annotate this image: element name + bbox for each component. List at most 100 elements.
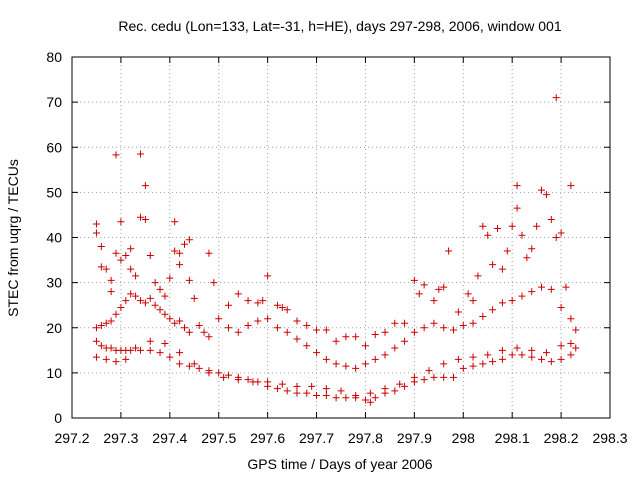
data-point — [92, 229, 100, 237]
data-point — [156, 306, 164, 314]
data-point — [117, 218, 125, 226]
data-point — [151, 301, 159, 309]
data-point — [293, 335, 301, 343]
data-point — [435, 285, 443, 293]
data-point — [474, 272, 482, 280]
data-point — [225, 324, 233, 332]
data-point — [176, 261, 184, 269]
data-point — [215, 369, 223, 377]
data-point — [410, 276, 418, 284]
data-point — [401, 337, 409, 345]
data-point — [195, 321, 203, 329]
data-point — [308, 382, 316, 390]
data-point — [151, 279, 159, 287]
data-point — [498, 346, 506, 354]
data-point — [332, 337, 340, 345]
data-point — [518, 292, 526, 300]
y-tick-label: 50 — [46, 184, 62, 200]
data-point — [538, 283, 546, 291]
data-point — [156, 285, 164, 293]
data-point — [538, 186, 546, 194]
y-tick-label: 70 — [46, 94, 62, 110]
data-point — [396, 380, 404, 388]
data-point — [254, 317, 262, 325]
data-point — [141, 182, 149, 190]
data-point — [112, 310, 120, 318]
data-point — [313, 349, 321, 357]
data-point — [440, 324, 448, 332]
data-point — [122, 355, 130, 363]
data-point — [225, 301, 233, 309]
data-point — [498, 355, 506, 363]
data-point — [97, 321, 105, 329]
data-point — [479, 360, 487, 368]
data-point — [136, 213, 144, 221]
data-point — [557, 303, 565, 311]
data-point — [166, 353, 174, 361]
y-axis-label: STEC from uqrg / TECUs — [5, 159, 21, 317]
data-point — [244, 297, 252, 305]
data-point — [141, 215, 149, 223]
data-point — [401, 382, 409, 390]
y-tick-label: 20 — [46, 320, 62, 336]
axis-ticks — [71, 56, 611, 419]
data-point — [132, 272, 140, 280]
data-point — [161, 310, 169, 318]
data-point — [190, 294, 198, 302]
data-point — [190, 360, 198, 368]
data-point — [273, 301, 281, 309]
data-point — [342, 333, 350, 341]
data-point — [146, 294, 154, 302]
data-point — [176, 317, 184, 325]
data-point — [342, 394, 350, 402]
data-point — [508, 222, 516, 230]
data-point — [278, 303, 286, 311]
data-point — [479, 312, 487, 320]
data-points — [92, 94, 580, 406]
data-point — [161, 340, 169, 348]
data-point — [322, 326, 330, 334]
data-point — [180, 324, 188, 332]
data-point — [366, 398, 374, 406]
data-point — [528, 288, 536, 296]
data-point — [313, 326, 321, 334]
data-point — [273, 385, 281, 393]
data-point — [489, 261, 497, 269]
data-point — [102, 265, 110, 273]
data-point — [185, 236, 193, 244]
data-point — [381, 385, 389, 393]
data-point — [293, 382, 301, 390]
data-point — [136, 346, 144, 354]
chart-title: Rec. cedu (Lon=133, Lat=-31, h=HE), days… — [118, 18, 561, 34]
data-point — [361, 342, 369, 350]
data-point — [127, 346, 135, 354]
data-point — [249, 378, 257, 386]
data-point — [498, 299, 506, 307]
data-point — [469, 353, 477, 361]
data-point — [567, 351, 575, 359]
data-point — [92, 324, 100, 332]
data-point — [322, 385, 330, 393]
data-point — [518, 231, 526, 239]
data-point — [449, 373, 457, 381]
x-tick-label: 297.4 — [152, 430, 187, 446]
data-point — [498, 265, 506, 273]
x-tick-label: 298.2 — [544, 430, 579, 446]
data-point — [132, 292, 140, 300]
data-point — [430, 297, 438, 305]
data-point — [440, 373, 448, 381]
x-tick-label: 298.3 — [592, 430, 627, 446]
data-point — [278, 380, 286, 388]
data-point — [283, 387, 291, 395]
data-point — [430, 373, 438, 381]
data-point — [479, 222, 487, 230]
data-point — [293, 389, 301, 397]
data-point — [185, 362, 193, 370]
data-point — [127, 290, 135, 298]
data-point — [92, 337, 100, 345]
y-tick-label: 60 — [46, 139, 62, 155]
data-point — [449, 326, 457, 334]
data-point — [293, 317, 301, 325]
data-point — [552, 94, 560, 102]
y-tick-label: 0 — [54, 410, 62, 426]
